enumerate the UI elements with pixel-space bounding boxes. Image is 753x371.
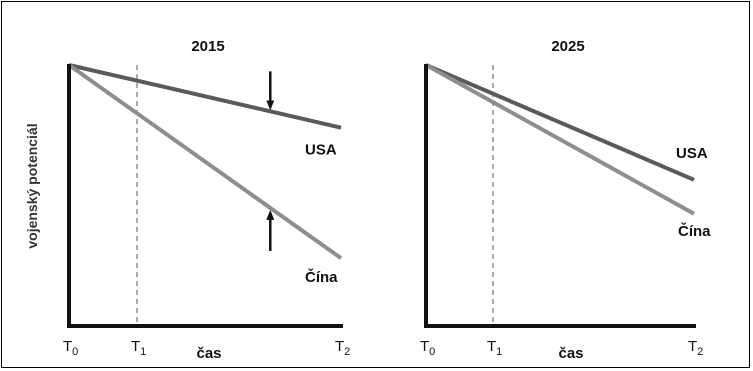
series-line-cina — [67, 63, 343, 260]
series-label-usa: USA — [305, 142, 337, 159]
chart-title: 2015 — [191, 38, 224, 55]
series-label-cina: Čína — [678, 222, 711, 240]
series-label-cina: Čína — [305, 268, 338, 286]
series-line-cina — [425, 63, 695, 216]
series-line-usa — [68, 63, 342, 130]
x-tick-label: T0 — [420, 338, 435, 358]
y-axis-label: vojenský potenciál — [24, 123, 40, 248]
plot-area-2015: USA Čína T0 T1 T2 — [63, 63, 350, 358]
plot-area-2025: USA Čína T0 T1 T2 — [420, 63, 711, 358]
panel-2025: 2025 čas USA Čína T0 T1 T2 — [420, 38, 711, 362]
x-tick-label: T0 — [63, 338, 78, 358]
x-axis-label: čas — [558, 345, 583, 362]
chart-title: 2025 — [551, 38, 584, 55]
series-label-usa: USA — [676, 145, 708, 162]
x-tick-label: T1 — [487, 338, 502, 358]
x-tick-label: T2 — [688, 338, 703, 358]
x-tick-label: T1 — [131, 338, 146, 358]
x-axis-label: čas — [196, 345, 221, 362]
x-tick-label: T2 — [335, 338, 350, 358]
panel-2015: 2015 vojenský potenciál čas USA Čína T0 T1 T… — [24, 38, 350, 362]
series-line-usa — [425, 63, 695, 182]
